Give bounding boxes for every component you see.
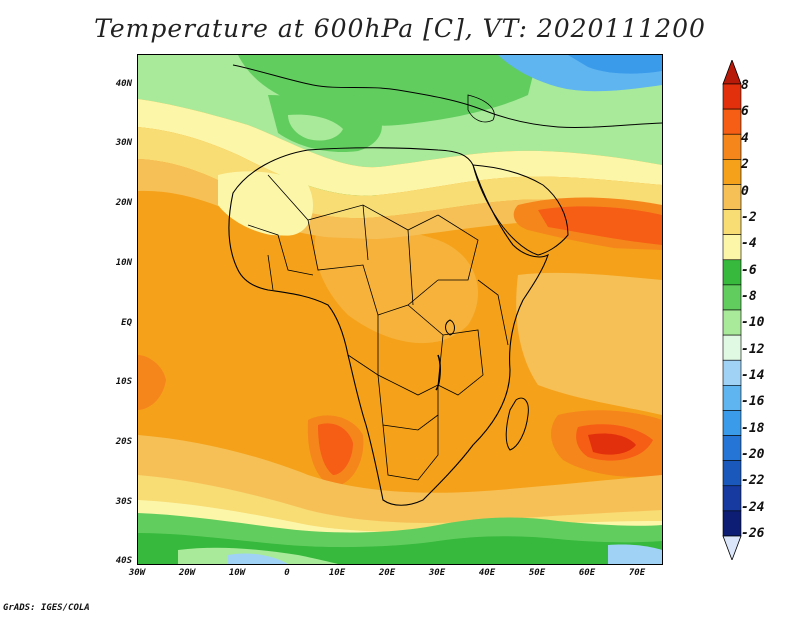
colorbar bbox=[722, 60, 742, 560]
colorbar-label: -18 bbox=[741, 421, 765, 436]
lon-label: 70E bbox=[628, 568, 646, 578]
colorbar-segment bbox=[722, 485, 742, 512]
colorbar-under-triangle bbox=[722, 535, 742, 560]
lon-label: 0 bbox=[284, 568, 290, 578]
colorbar-label: -22 bbox=[741, 473, 765, 488]
colorbar-label: -6 bbox=[741, 263, 757, 278]
lon-label: 40E bbox=[478, 568, 496, 578]
colorbar-segment bbox=[722, 435, 742, 461]
colorbar-segment bbox=[722, 159, 742, 185]
colorbar-label: -26 bbox=[741, 526, 765, 541]
colorbar-label: -12 bbox=[741, 342, 765, 357]
colorbar-segment bbox=[722, 284, 742, 311]
colorbar-label: 4 bbox=[741, 131, 749, 146]
colorbar-segment bbox=[722, 259, 742, 286]
colorbar-label: -10 bbox=[741, 315, 765, 330]
colorbar-segment bbox=[722, 385, 742, 411]
lon-label: 20W bbox=[178, 568, 196, 578]
colorbar-over-triangle bbox=[722, 60, 742, 85]
colorbar-label: 2 bbox=[741, 157, 749, 172]
lat-label: 10N bbox=[115, 258, 132, 268]
colorbar-segment bbox=[722, 460, 742, 487]
colorbar-segment bbox=[722, 309, 742, 336]
colorbar-label: 0 bbox=[741, 184, 749, 199]
lon-label: 30W bbox=[128, 568, 146, 578]
colorbar-label: -24 bbox=[741, 500, 765, 515]
colorbar-label: 8 bbox=[741, 78, 749, 93]
lon-label: 10E bbox=[328, 568, 346, 578]
lat-label: 40S bbox=[115, 556, 132, 566]
lon-label: 60E bbox=[578, 568, 596, 578]
colorbar-label: -8 bbox=[741, 289, 757, 304]
colorbar-segment bbox=[722, 184, 742, 210]
colorbar-segment bbox=[722, 334, 742, 361]
lat-label: 20N bbox=[115, 198, 132, 208]
lat-label: 10S bbox=[115, 377, 132, 387]
colorbar-label: -2 bbox=[741, 210, 757, 225]
lon-label: 30E bbox=[428, 568, 446, 578]
lat-label: 40N bbox=[115, 79, 132, 89]
colorbar-segment bbox=[722, 510, 742, 537]
lat-label: EQ bbox=[121, 318, 132, 328]
temperature-map bbox=[137, 54, 663, 565]
temperature-field bbox=[138, 55, 662, 564]
colorbar-segment bbox=[722, 133, 742, 160]
lat-label: 30N bbox=[115, 138, 132, 148]
lat-label: 20S bbox=[115, 437, 132, 447]
colorbar-label: 6 bbox=[741, 104, 749, 119]
colorbar-segment bbox=[722, 108, 742, 135]
grads-credit: GrADS: IGES/COLA bbox=[3, 603, 90, 613]
colorbar-segment bbox=[722, 410, 742, 436]
colorbar-label: -14 bbox=[741, 368, 765, 383]
colorbar-segment bbox=[722, 359, 742, 386]
lon-label: 20E bbox=[378, 568, 396, 578]
chart-title: Temperature at 600hPa [C], VT: 202011120… bbox=[94, 14, 706, 43]
colorbar-label: -4 bbox=[741, 236, 757, 251]
colorbar-label: -20 bbox=[741, 447, 765, 462]
lon-label: 50E bbox=[528, 568, 546, 578]
colorbar-segment bbox=[722, 234, 742, 261]
colorbar-label: -16 bbox=[741, 394, 765, 409]
lon-label: 10W bbox=[228, 568, 246, 578]
lat-label: 30S bbox=[115, 497, 132, 507]
colorbar-segment bbox=[722, 209, 742, 235]
colorbar-segment bbox=[722, 83, 742, 110]
